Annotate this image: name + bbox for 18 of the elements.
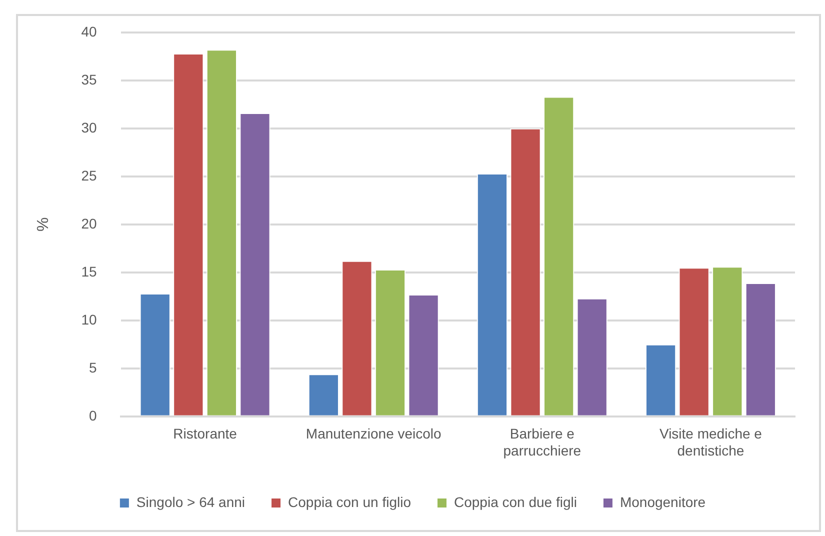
x-tick-label: Barbiere e parrucchiere	[503, 426, 582, 458]
y-tick-label: 10	[81, 311, 97, 328]
y-tick-label: 25	[81, 167, 97, 184]
x-tick-label: Ristorante	[173, 426, 238, 442]
x-tick-label: Manutenzione veicolo	[306, 426, 442, 442]
y-tick-label: 40	[81, 23, 97, 40]
y-tick-label: 15	[81, 263, 97, 280]
x-tick-label: Visite mediche e dentistiche	[659, 426, 762, 458]
y-axis-title: %	[35, 217, 52, 232]
y-tick-label: 5	[88, 359, 97, 376]
legend-label: Monogenitore	[620, 494, 706, 510]
y-tick-label: 20	[81, 215, 97, 232]
legend-label: Singolo > 64 anni	[136, 494, 246, 510]
legend-label: Coppia con un figlio	[288, 494, 412, 510]
legend-label: Coppia con due figli	[454, 494, 577, 510]
y-tick-label: 0	[88, 407, 97, 424]
y-tick-label: 30	[81, 119, 97, 136]
y-tick-label: 35	[81, 71, 97, 88]
